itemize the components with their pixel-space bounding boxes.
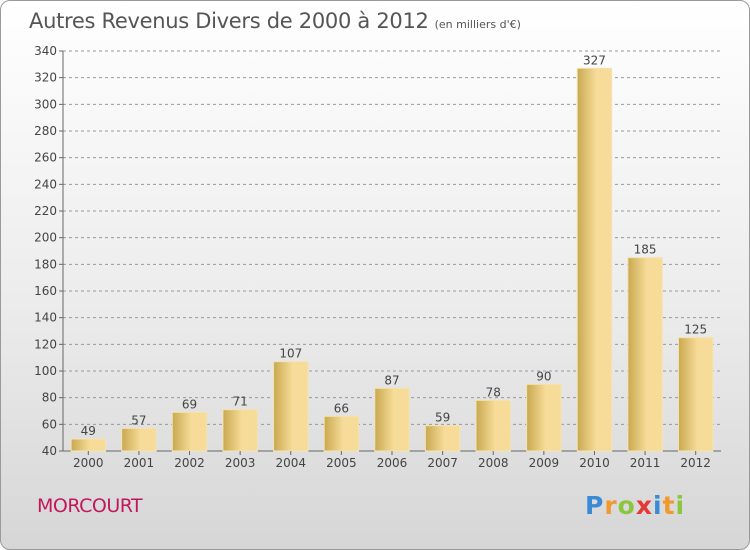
logo-letter: t — [662, 491, 676, 520]
data-label: 57 — [131, 413, 146, 427]
logo-letter: i — [653, 491, 663, 520]
x-tick-label: 2008 — [478, 456, 509, 470]
bar-2004 — [273, 361, 309, 452]
y-tick-label: 340 — [34, 44, 57, 58]
logo-letter: P — [585, 491, 605, 520]
logo-letter: i — [675, 491, 686, 520]
y-tick-label: 40 — [42, 444, 57, 458]
data-label: 71 — [233, 395, 248, 409]
y-tick-label: 200 — [34, 231, 57, 245]
y-tick-label: 140 — [34, 311, 57, 325]
bar-2001 — [121, 427, 157, 452]
data-label: 59 — [435, 411, 450, 425]
data-label: 78 — [486, 385, 501, 399]
bar-2007 — [424, 425, 461, 452]
data-label: 87 — [384, 373, 399, 387]
data-label: 327 — [583, 53, 606, 67]
bar-2011 — [627, 257, 663, 452]
data-label: 49 — [81, 424, 96, 438]
bar-2009 — [526, 383, 562, 452]
x-tick-label: 2002 — [174, 456, 205, 470]
x-tick-label: 2000 — [73, 456, 104, 470]
x-tick-label: 2011 — [630, 456, 661, 470]
chart-title-text: Autres Revenus Divers de 2000 à 2012 — [29, 9, 429, 33]
x-tick-label: 2009 — [529, 456, 560, 470]
bar-2002 — [171, 411, 208, 452]
y-tick-label: 180 — [34, 257, 57, 271]
data-label: 90 — [536, 369, 551, 383]
x-tick-label: 2010 — [579, 456, 610, 470]
logo-letter: r — [604, 491, 618, 520]
y-tick-label: 280 — [34, 124, 57, 138]
bar-2003 — [222, 409, 258, 452]
place-name: MORCOURT — [37, 495, 143, 517]
bar-2010 — [576, 67, 613, 452]
logo-letter: x — [635, 491, 653, 520]
logo-letter: o — [617, 491, 636, 520]
y-tick-label: 60 — [42, 417, 57, 431]
y-tick-label: 300 — [34, 97, 57, 111]
y-tick-label: 100 — [34, 364, 57, 378]
x-tick-label: 2007 — [427, 456, 458, 470]
y-tick-label: 120 — [34, 337, 57, 351]
chart-subtitle: (en milliers d'€) — [434, 18, 521, 31]
x-tick-label: 2003 — [225, 456, 256, 470]
data-label: 66 — [334, 401, 349, 415]
y-tick-label: 80 — [42, 391, 57, 405]
y-tick-label: 220 — [34, 204, 57, 218]
y-tick-label: 160 — [34, 284, 57, 298]
bar-2012 — [677, 337, 714, 452]
proxiti-logo: Proxiti — [585, 491, 685, 520]
y-tick-label: 240 — [34, 177, 57, 191]
data-label: 107 — [279, 347, 302, 361]
x-tick-label: 2005 — [326, 456, 357, 470]
x-tick-label: 2006 — [377, 456, 408, 470]
bar-2005 — [323, 415, 360, 452]
y-tick-label: 260 — [34, 151, 57, 165]
x-tick-label: 2012 — [680, 456, 711, 470]
chart-title: Autres Revenus Divers de 2000 à 2012 (en … — [29, 9, 521, 33]
bar-2000 — [70, 438, 107, 452]
data-label: 125 — [684, 323, 707, 337]
bar-2006 — [374, 387, 410, 452]
data-label: 69 — [182, 397, 197, 411]
y-tick-label: 320 — [34, 71, 57, 85]
x-tick-label: 2001 — [124, 456, 155, 470]
data-label: 185 — [634, 243, 657, 257]
x-tick-label: 2004 — [275, 456, 306, 470]
bar-2008 — [475, 399, 511, 452]
